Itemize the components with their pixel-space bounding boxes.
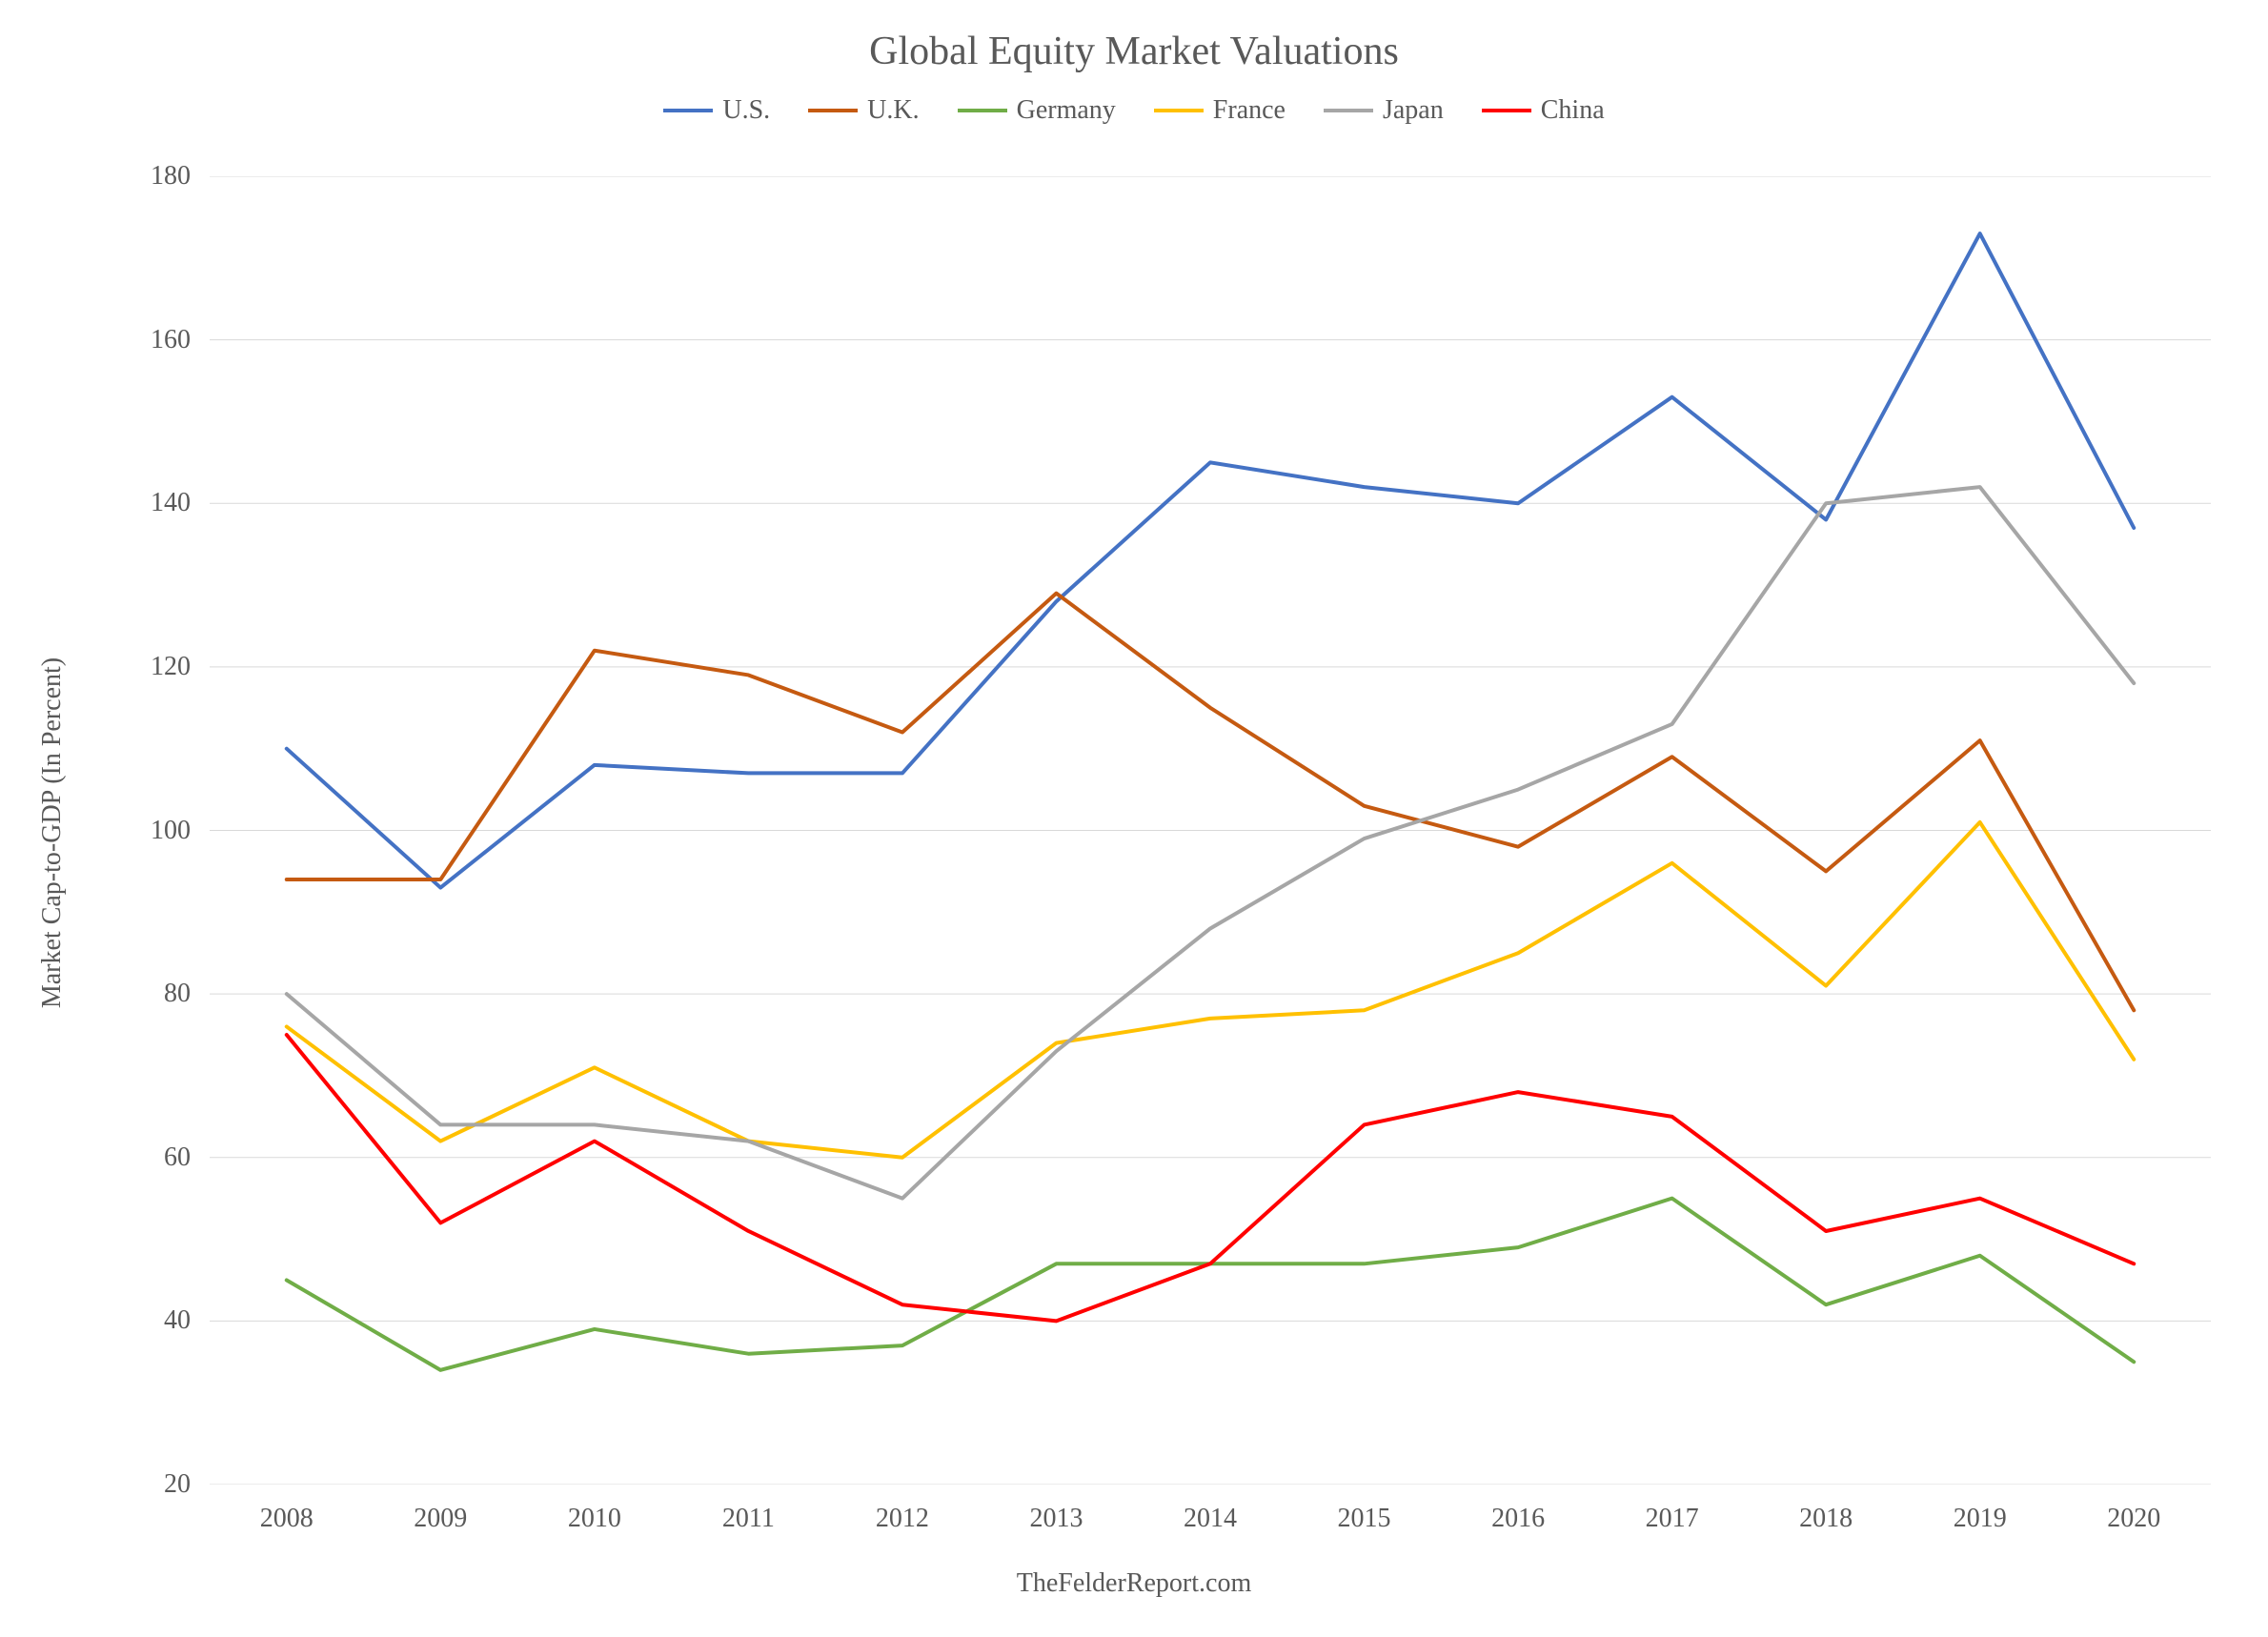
y-tick-label: 180 [151,161,191,192]
legend-swatch [1482,109,1531,112]
x-tick-label: 2014 [1163,1504,1258,1534]
legend-item: U.S. [663,95,770,126]
x-tick-label: 2008 [239,1504,334,1534]
y-tick-label: 60 [164,1142,191,1173]
chart-legend: U.S. U.K. Germany France Japan China [0,95,2268,126]
y-tick-label: 100 [151,816,191,846]
legend-label: France [1213,95,1286,126]
legend-item: Germany [958,95,1116,126]
y-axis-label: Market Cap-to-GDP (In Percent) [37,547,68,1119]
legend-item: China [1482,95,1605,126]
legend-swatch [958,109,1007,112]
x-tick-label: 2011 [700,1504,796,1534]
y-tick-label: 80 [164,979,191,1009]
series-line [287,822,2134,1158]
y-tick-label: 120 [151,652,191,682]
x-tick-label: 2015 [1317,1504,1412,1534]
x-tick-label: 2016 [1470,1504,1566,1534]
legend-label: Japan [1383,95,1444,126]
legend-swatch [663,109,713,112]
chart-container: Global Equity Market Valuations U.S. U.K.… [0,0,2268,1637]
legend-swatch [808,109,858,112]
x-tick-label: 2018 [1778,1504,1873,1534]
legend-item: France [1154,95,1286,126]
chart-svg [210,176,2211,1485]
x-tick-label: 2012 [855,1504,950,1534]
chart-title: Global Equity Market Valuations [0,29,2268,74]
legend-item: Japan [1324,95,1444,126]
legend-label: China [1541,95,1605,126]
legend-swatch [1324,109,1373,112]
legend-label: U.K. [867,95,919,126]
legend-item: U.K. [808,95,919,126]
y-tick-label: 40 [164,1305,191,1336]
series-line [287,233,2134,888]
y-tick-label: 160 [151,325,191,355]
legend-label: U.S. [722,95,770,126]
x-tick-label: 2020 [2086,1504,2181,1534]
y-tick-label: 140 [151,488,191,518]
x-tick-label: 2019 [1933,1504,2028,1534]
x-tick-label: 2010 [547,1504,642,1534]
x-axis-label: TheFelderReport.com [0,1568,2268,1599]
y-tick-label: 20 [164,1469,191,1500]
legend-swatch [1154,109,1204,112]
legend-label: Germany [1017,95,1116,126]
series-line [287,594,2134,1011]
plot-area [210,176,2211,1485]
series-line [287,1035,2134,1321]
x-tick-label: 2009 [393,1504,488,1534]
x-tick-label: 2017 [1625,1504,1720,1534]
x-tick-label: 2013 [1008,1504,1104,1534]
